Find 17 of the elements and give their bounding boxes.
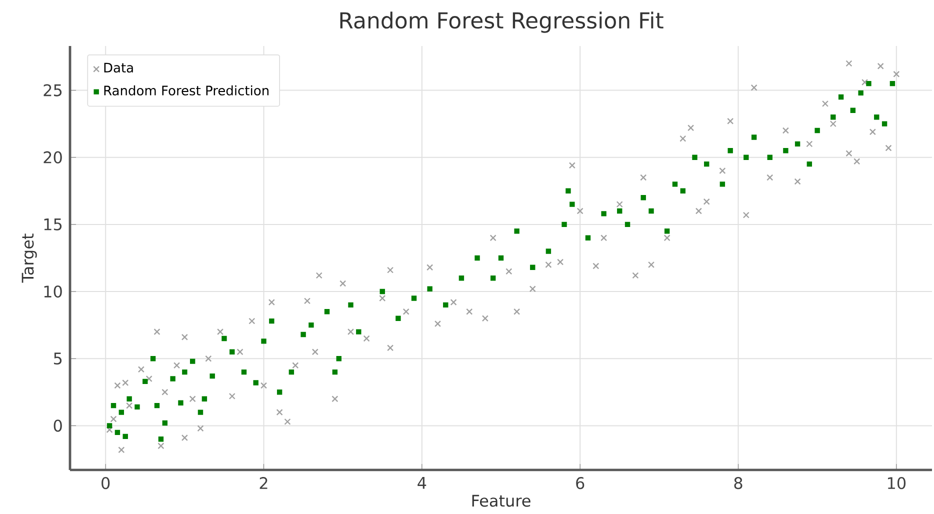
x-tick-label: 0 [102, 477, 110, 490]
y-tick-label: 15 [44, 218, 62, 230]
y-tick-label: 20 [44, 151, 62, 164]
y-tick-label: 10 [44, 285, 62, 298]
x-tick-label: 6 [576, 477, 584, 490]
y-axis-title: Target [22, 234, 37, 283]
y-tick-label: 5 [54, 352, 62, 365]
x-tick-label: 10 [888, 477, 906, 490]
x-tick-label: 8 [734, 477, 742, 490]
x-axis-title: Feature [472, 494, 530, 507]
x-tick-label: 2 [260, 477, 268, 489]
chart-title: Random Forest Regression Fit [340, 12, 664, 33]
legend-label: Data [104, 62, 133, 73]
x-tick-label: 4 [418, 477, 426, 489]
y-tick-label: 0 [54, 420, 62, 432]
legend-label: Random Forest Prediction [104, 85, 268, 96]
y-tick-label: 25 [44, 84, 62, 96]
